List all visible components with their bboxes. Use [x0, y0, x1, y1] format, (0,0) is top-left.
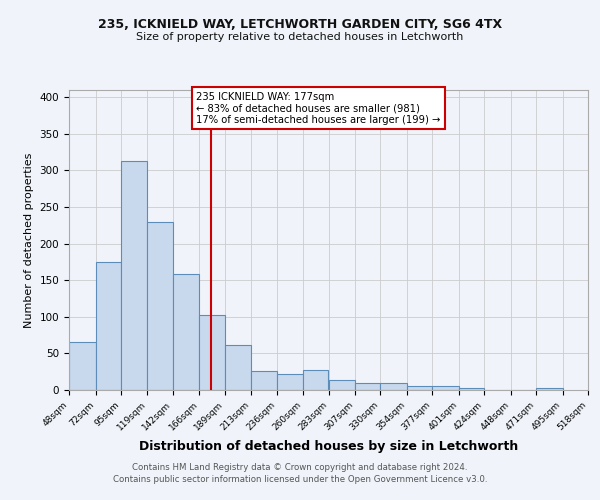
Bar — [251, 371, 277, 390]
X-axis label: Distribution of detached houses by size in Letchworth: Distribution of detached houses by size … — [139, 440, 518, 453]
Bar — [329, 380, 355, 390]
Bar — [173, 274, 199, 390]
Bar — [69, 342, 95, 390]
Bar — [148, 222, 173, 390]
Bar — [536, 388, 563, 390]
Bar — [303, 370, 329, 390]
Bar — [95, 262, 121, 390]
Bar — [277, 374, 303, 390]
Y-axis label: Number of detached properties: Number of detached properties — [24, 152, 34, 328]
Text: Contains public sector information licensed under the Open Government Licence v3: Contains public sector information licen… — [113, 475, 487, 484]
Text: Size of property relative to detached houses in Letchworth: Size of property relative to detached ho… — [136, 32, 464, 42]
Bar — [459, 388, 484, 390]
Bar — [380, 384, 407, 390]
Bar — [355, 384, 380, 390]
Text: Contains HM Land Registry data © Crown copyright and database right 2024.: Contains HM Land Registry data © Crown c… — [132, 462, 468, 471]
Bar — [407, 386, 432, 390]
Bar — [199, 314, 224, 390]
Bar — [121, 161, 148, 390]
Text: 235, ICKNIELD WAY, LETCHWORTH GARDEN CITY, SG6 4TX: 235, ICKNIELD WAY, LETCHWORTH GARDEN CIT… — [98, 18, 502, 30]
Text: 235 ICKNIELD WAY: 177sqm
← 83% of detached houses are smaller (981)
17% of semi-: 235 ICKNIELD WAY: 177sqm ← 83% of detach… — [196, 92, 440, 124]
Bar — [432, 386, 459, 390]
Bar — [224, 344, 251, 390]
